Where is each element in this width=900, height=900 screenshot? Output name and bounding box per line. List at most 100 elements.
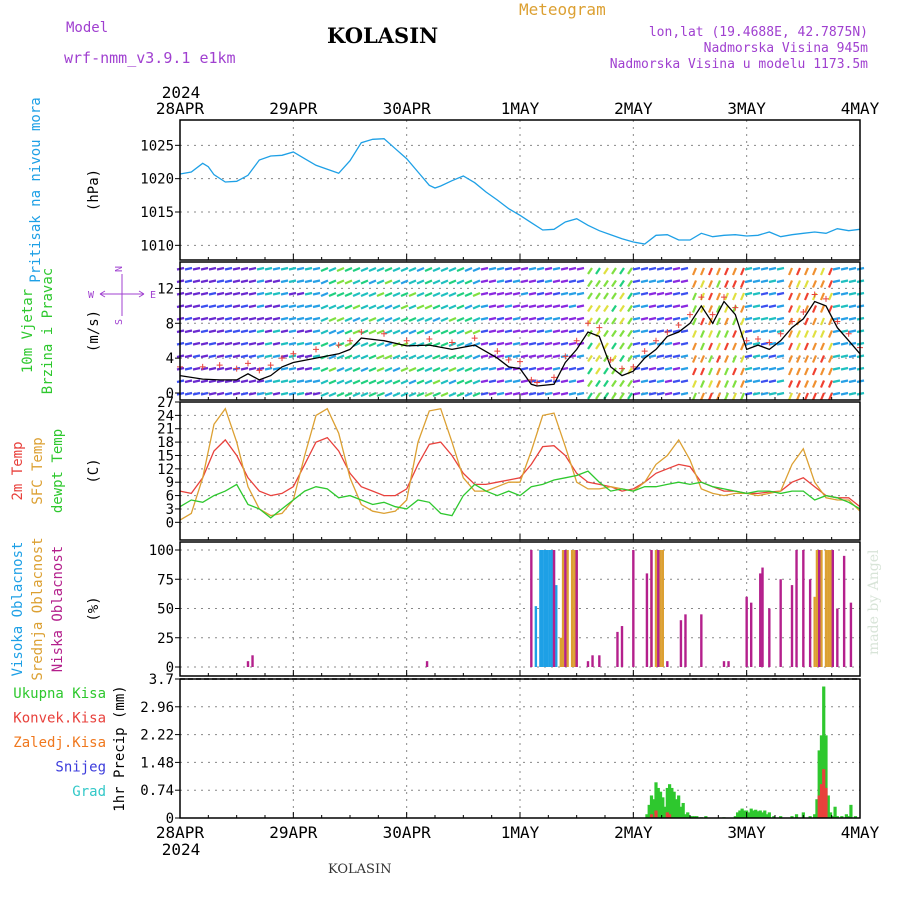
wind-arrow: [408, 379, 417, 385]
wind-arrow: [819, 355, 826, 363]
wind-arrow: [296, 391, 305, 396]
wind-arrow: [512, 379, 521, 384]
gust-point: [675, 322, 682, 329]
wind-arrow: [848, 291, 857, 296]
wind-arrow: [840, 279, 849, 284]
wind-arrow: [752, 379, 761, 384]
wind-arrow: [184, 379, 193, 384]
wind-arrow: [560, 329, 569, 334]
wind-arrow: [304, 354, 313, 359]
wind-arrow: [560, 316, 569, 321]
wind-arrow: [611, 329, 617, 338]
wind-arrow: [320, 279, 329, 285]
wind-arrow: [184, 329, 193, 334]
wind-arrow: [376, 379, 385, 385]
wind-arrow: [576, 366, 585, 371]
footer-station: KOLASIN: [328, 862, 392, 877]
wind-arrow: [768, 354, 777, 359]
wind-arrow: [472, 366, 481, 373]
panel-label-niska-oblacnost: Niska Oblacnost: [50, 546, 66, 672]
wind-arrow: [664, 341, 673, 346]
wind-arrow: [587, 354, 593, 363]
wind-arrow: [192, 304, 201, 309]
wind-arrow: [240, 391, 249, 396]
wind-arrow: [739, 330, 746, 338]
wind-arrow: [480, 316, 489, 321]
wind-arrow: [640, 316, 649, 321]
wind-arrow: [448, 391, 457, 398]
grid-layer: [180, 120, 860, 818]
wind-arrow: [715, 317, 722, 326]
wind-arrow: [472, 391, 481, 398]
wind-arrow: [739, 380, 746, 388]
wind-arrow: [648, 341, 657, 346]
wind-arrow: [520, 341, 529, 346]
wind-arrow: [744, 341, 753, 346]
wind-arrow: [731, 355, 738, 363]
wind-arrow: [264, 266, 273, 271]
wind-arrow: [739, 392, 746, 401]
bar: [761, 567, 764, 667]
wind-arrow: [827, 317, 834, 326]
wind-arrow: [272, 391, 281, 396]
wind-arrow: [368, 354, 377, 360]
wind-arrow: [672, 279, 681, 284]
bar: [738, 810, 742, 818]
wind-arrow: [376, 329, 385, 335]
bar: [570, 550, 574, 667]
wind-arrow: [603, 329, 609, 338]
wind-arrow: [232, 291, 241, 296]
wind-arrow: [587, 379, 593, 388]
wind-arrow: [752, 391, 761, 396]
wind-arrow: [312, 279, 321, 284]
wind-arrow: [827, 280, 834, 288]
wind-arrow: [328, 266, 337, 273]
wind-arrow: [416, 329, 425, 335]
wind-arrow: [715, 342, 722, 351]
wind-arrow: [200, 304, 209, 309]
wind-arrow: [312, 354, 321, 359]
wind-arrow: [656, 316, 665, 321]
wind-arrow: [464, 291, 473, 298]
wind-arrow: [776, 366, 785, 371]
lonlat-text: lon,lat (19.4688E, 42.7875N): [648, 25, 868, 40]
wind-arrow: [384, 329, 393, 335]
wind-arrow: [264, 366, 273, 371]
wind-arrow: [819, 280, 826, 288]
wind-arrow: [240, 329, 249, 334]
wind-arrow: [848, 341, 857, 346]
gust-point: [403, 337, 410, 344]
wind-arrow: [456, 279, 465, 285]
wind-arrow: [488, 316, 497, 321]
wind-arrow: [440, 354, 449, 360]
wind-arrow: [184, 341, 193, 346]
wind-arrow: [787, 292, 794, 301]
gust-point: [732, 304, 739, 311]
wind-arrow: [595, 367, 601, 375]
wind-arrow: [224, 316, 233, 321]
wind-arrow: [416, 379, 425, 385]
wind-arrow: [472, 279, 481, 285]
bar: [690, 816, 694, 818]
wind-arrow: [848, 266, 857, 271]
gust-point: [471, 335, 478, 342]
wind-arrow: [544, 279, 553, 284]
wind-arrow: [336, 279, 345, 285]
wind-arrow: [603, 267, 609, 275]
wind-arrow: [811, 392, 818, 401]
y-tick-label: 1025: [140, 138, 174, 154]
wind-arrow: [627, 342, 633, 350]
wind-arrow: [400, 379, 409, 385]
wind-arrow: [795, 355, 802, 363]
gust-point: [709, 311, 716, 318]
wind-arrow: [739, 292, 746, 301]
bar: [727, 661, 730, 667]
bar: [819, 735, 824, 818]
wind-arrow: [224, 366, 233, 371]
wind-arrow: [672, 354, 681, 359]
wind-arrow: [640, 379, 649, 384]
wind-arrow: [787, 367, 794, 376]
wind-direction-arrows: [176, 266, 865, 401]
bar: [849, 602, 853, 667]
wind-arrow: [416, 366, 425, 373]
